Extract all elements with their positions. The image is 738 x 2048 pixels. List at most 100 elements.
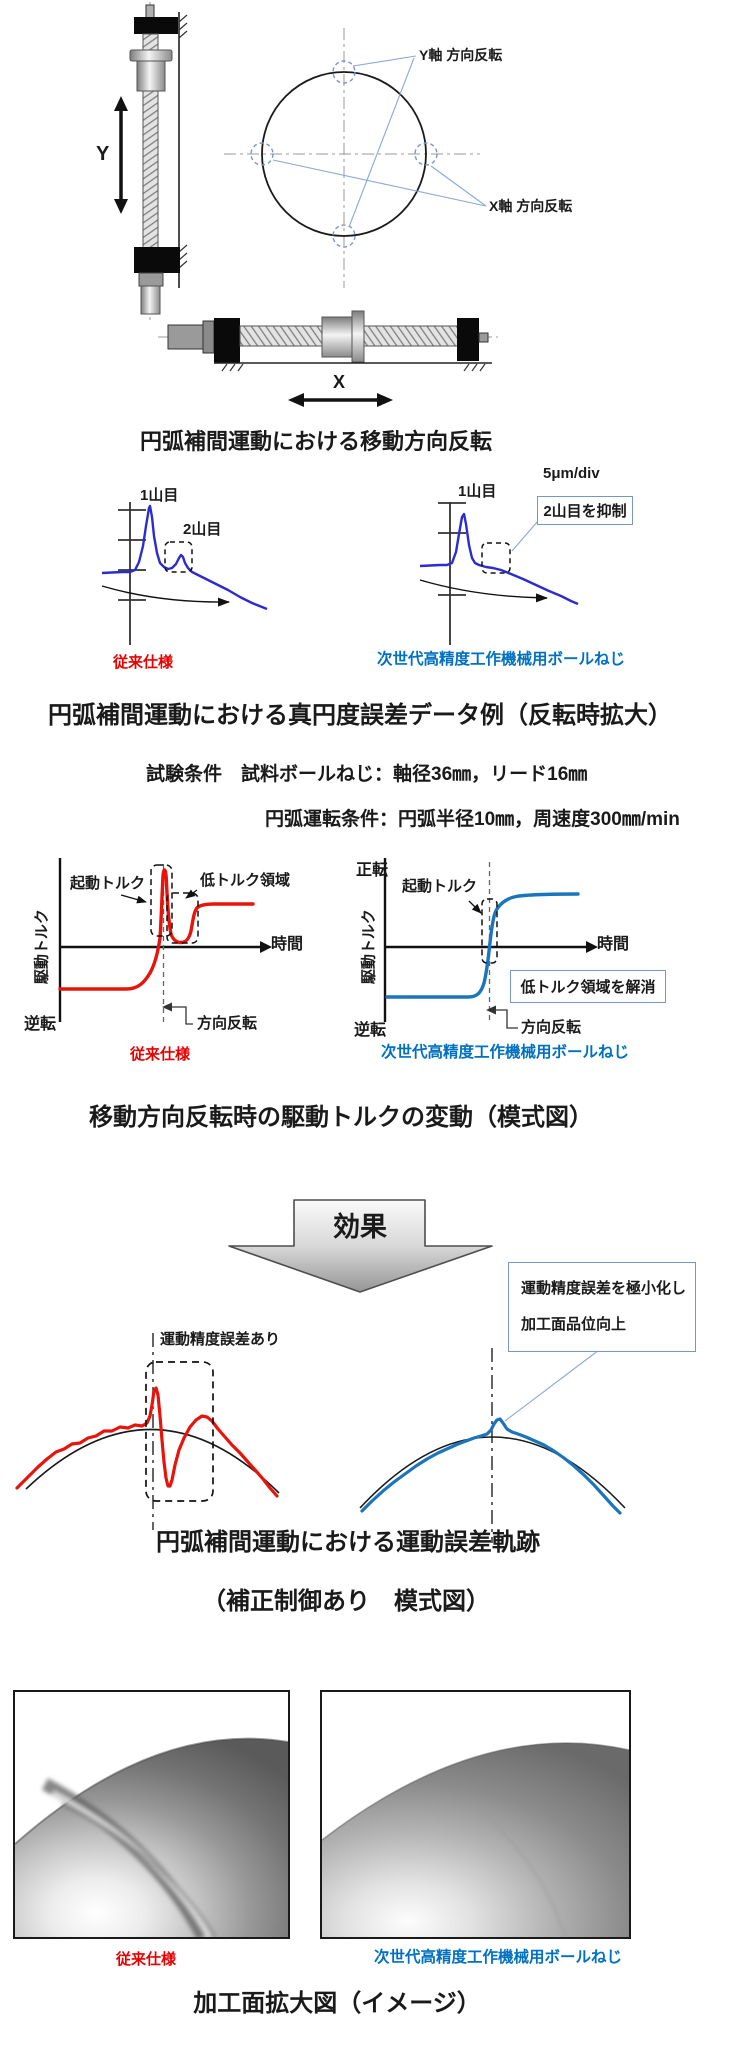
- caption-torque: 移動方向反転時の駆動トルクの変動（模式図）: [89, 1104, 593, 1131]
- trajectory-left: [15, 1333, 280, 1530]
- startup-torque-box: [150, 864, 173, 937]
- low-torque-solved-text: 低トルク領域を解消: [520, 979, 656, 996]
- error-highlight-box: [145, 1361, 214, 1502]
- x-axis-label: X: [333, 372, 346, 392]
- x-direction-arrow: [288, 393, 393, 407]
- caption-trajectory-line1: 円弧補間運動における運動誤差軌跡: [156, 1529, 540, 1556]
- nut-flange-horizontal: [351, 310, 365, 363]
- faint-streak: [479, 1809, 567, 1937]
- sphere-body: [15, 1738, 288, 1937]
- peak1-label-right: 1山目: [458, 483, 497, 500]
- surface-image-conventional: [13, 1690, 290, 1939]
- reversal-callout-arrowhead: [486, 1005, 496, 1015]
- caption-roundness: 円弧補間運動における真円度誤差データ例（反転時拡大）: [48, 702, 672, 729]
- startup-torque-label-left: 起動トルク: [70, 875, 146, 892]
- suppressed-peak-box: [481, 542, 511, 574]
- scale-note: 5μm/div: [543, 465, 600, 482]
- reversal-label-right: 方向反転: [521, 1019, 582, 1036]
- caption-surface: 加工面拡大図（イメージ）: [193, 1990, 481, 2017]
- legend-nextgen-roundness: 次世代高精度工作機械用ボールねじ: [376, 651, 626, 668]
- time-label-right: 時間: [597, 936, 630, 953]
- reversal-callout-line: [172, 1006, 193, 1025]
- roundness-trace-conventional: [101, 504, 268, 611]
- horizontal-ballscrew: [158, 310, 498, 407]
- motor-shaft-horizontal: [167, 324, 204, 350]
- test-condition-line1: 試験条件 試料ボールねじ：軸径36㎜，リード16㎜: [146, 764, 588, 785]
- reversal-callout-line: [496, 1009, 518, 1029]
- sphere-rim: [15, 1737, 288, 1845]
- ball-nut-vertical: [136, 60, 166, 92]
- arc-direction-arrow: [101, 585, 230, 607]
- interpolation-circle: [261, 71, 427, 237]
- torque-left: [58, 858, 272, 1025]
- reverse-label-right: 逆転: [354, 1022, 387, 1039]
- error-trace-conventional: [15, 1386, 279, 1498]
- wall-hatching: [178, 14, 188, 269]
- roundness-trace-nextgen: [419, 512, 579, 606]
- roundness-right: [419, 502, 579, 645]
- legend-conventional-roundness: 従来仕様: [112, 654, 174, 671]
- top-bearing-block: [134, 17, 178, 34]
- callout-leader: [504, 1349, 600, 1422]
- circular-path-diagram: [224, 28, 487, 288]
- coupling: [202, 320, 215, 354]
- reversal-point-markers: [250, 60, 438, 248]
- axis-ticks: [438, 502, 466, 596]
- reverse-label-left: 逆転: [24, 1016, 57, 1033]
- leader-lines: [272, 55, 487, 228]
- torque-y-axis-label-left: 駆動トルク: [33, 909, 51, 985]
- legend-conventional-torque: 従来仕様: [129, 1046, 191, 1063]
- bottom-spacer: [138, 272, 164, 287]
- screw-end-pin: [478, 332, 489, 343]
- peak1-label-left: 1山目: [140, 487, 179, 504]
- ideal-arc: [25, 1428, 280, 1494]
- roundness-graphs: [101, 502, 579, 645]
- reversal-label-left: 方向反転: [197, 1015, 258, 1032]
- sphere-rim: [322, 1742, 629, 1841]
- effect-label: 効果: [333, 1212, 387, 1242]
- trajectory-graphs: [15, 1333, 626, 1543]
- startup-annotation-arrow: [120, 894, 147, 904]
- startup-torque-box: [481, 898, 498, 964]
- torque-right: [383, 858, 598, 1029]
- surface-image-nextgen: [320, 1690, 631, 1939]
- improvement-callout-line2: 加工面品位向上: [521, 1316, 627, 1333]
- improvement-callout: 運動精度誤差を極小化し 加工面品位向上: [508, 1262, 696, 1352]
- sphere-body: [322, 1743, 629, 1937]
- ball-nut-horizontal: [321, 316, 355, 358]
- effect-arrow: [228, 1199, 493, 1293]
- caption-trajectory-line2: （補正制御あり 模式図）: [202, 1588, 490, 1615]
- reversal-streak: [41, 1778, 217, 1937]
- test-condition-line2: 円弧運転条件：円弧半径10㎜，周速度300㎜/min: [265, 809, 680, 830]
- trajectory-right: [359, 1348, 626, 1543]
- suppressed-peak-callout: 2山目を抑制: [537, 496, 633, 525]
- error-trace-nextgen: [360, 1417, 622, 1515]
- torque-y-axis-label-right: 駆動トルク: [360, 909, 378, 985]
- x-axis-arrowhead: [586, 941, 598, 953]
- right-bearing-block: [457, 318, 479, 361]
- caption-motion-reversal: 円弧補間運動における移動方向反転: [139, 429, 493, 454]
- ideal-arc: [359, 1436, 626, 1509]
- axis-ticks: [118, 509, 146, 601]
- low-torque-zone-box: [166, 892, 199, 944]
- bottom-bearing-block: [134, 247, 180, 273]
- low-torque-solved-callout: 低トルク領域を解消: [510, 970, 666, 1003]
- roundness-left: [101, 502, 268, 645]
- startup-torque-label-right: 起動トルク: [402, 878, 478, 895]
- x-axis-arrowhead: [260, 941, 272, 953]
- time-label-left: 時間: [271, 936, 304, 953]
- legend-nextgen-torque: 次世代高精度工作機械用ボールねじ: [380, 1044, 630, 1061]
- motion-reversal-diagram: [114, 2, 498, 407]
- y-axis-label: Y: [96, 143, 110, 165]
- surface-sphere-conventional: [15, 1737, 288, 1937]
- legend-conventional-surface: 従来仕様: [115, 1951, 177, 1968]
- torque-curve-nextgen: [385, 892, 580, 999]
- reversal-callout-arrowhead: [162, 1002, 172, 1012]
- screw-top-pin: [145, 4, 155, 19]
- legend-nextgen-surface: 次世代高精度工作機械用ボールねじ: [373, 1949, 623, 1966]
- x-reversal-label: X軸 方向反転: [489, 198, 573, 214]
- improvement-callout-line1: 運動精度誤差を極小化し: [521, 1280, 687, 1297]
- arc-direction-arrow: [419, 579, 548, 603]
- motor-shaft-vertical: [140, 285, 161, 315]
